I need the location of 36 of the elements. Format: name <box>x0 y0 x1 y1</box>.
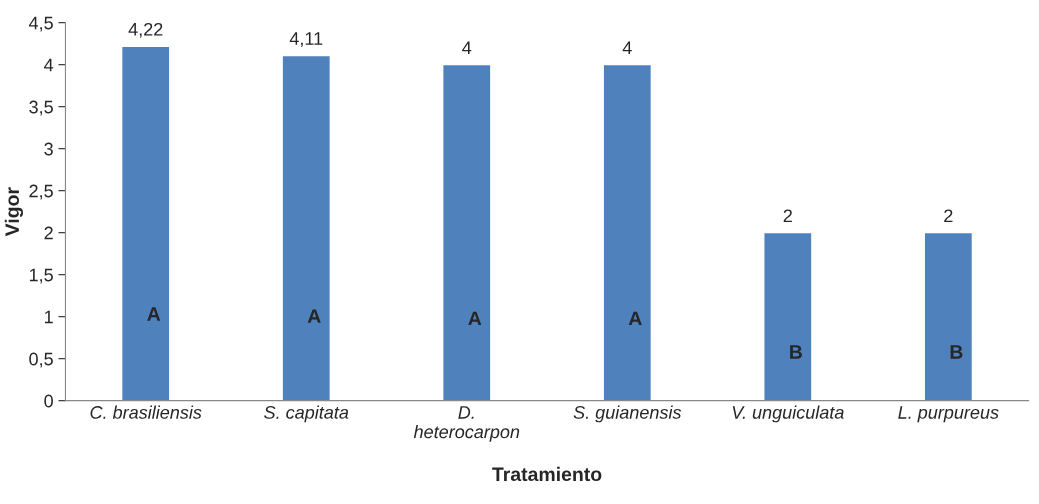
x-tick-label: S. guianensis <box>573 405 682 423</box>
bar <box>923 231 974 401</box>
annotation: A <box>147 307 161 321</box>
data-label: 2 <box>783 209 792 222</box>
y-tick-label: 3,5 <box>29 100 53 116</box>
x-tick-label: S. capitata <box>264 405 349 423</box>
bar <box>281 54 332 401</box>
annotation: A <box>628 311 642 326</box>
data-label: 4 <box>462 41 472 54</box>
x-tick-label: L. purpureus <box>898 406 999 423</box>
annotation: B <box>790 345 802 359</box>
bar <box>763 231 813 401</box>
y-tick-label: 0 <box>44 394 53 408</box>
y-tick-label: 2,5 <box>29 184 53 200</box>
data-label: 4,22 <box>128 22 163 38</box>
annotation: A <box>468 311 482 326</box>
x-tick-label: C. brasiliensis <box>90 405 202 419</box>
y-tick-label: 4 <box>44 58 54 72</box>
x-tick-label: D. heterocarpon <box>413 406 520 442</box>
annotation: B <box>950 345 963 359</box>
x-axis-title: Tratamiento <box>492 466 602 482</box>
y-tick-label: 0,5 <box>29 352 53 368</box>
bar <box>441 63 492 401</box>
y-tick-label: 3 <box>44 142 53 156</box>
annotation: A <box>307 309 321 323</box>
y-tick-label: 2 <box>44 226 53 240</box>
data-label: 4 <box>622 41 632 54</box>
data-label: 2 <box>944 209 953 222</box>
bar <box>120 45 171 401</box>
data-label: 4,11 <box>289 32 323 48</box>
y-tick-label: 1,5 <box>29 268 53 284</box>
y-axis-title: Vigor <box>4 187 23 237</box>
y-tick-label: 4,5 <box>28 16 53 32</box>
x-tick-label: V. unguiculata <box>732 405 844 423</box>
y-tick-label: 1 <box>44 310 53 324</box>
bar <box>602 63 653 401</box>
